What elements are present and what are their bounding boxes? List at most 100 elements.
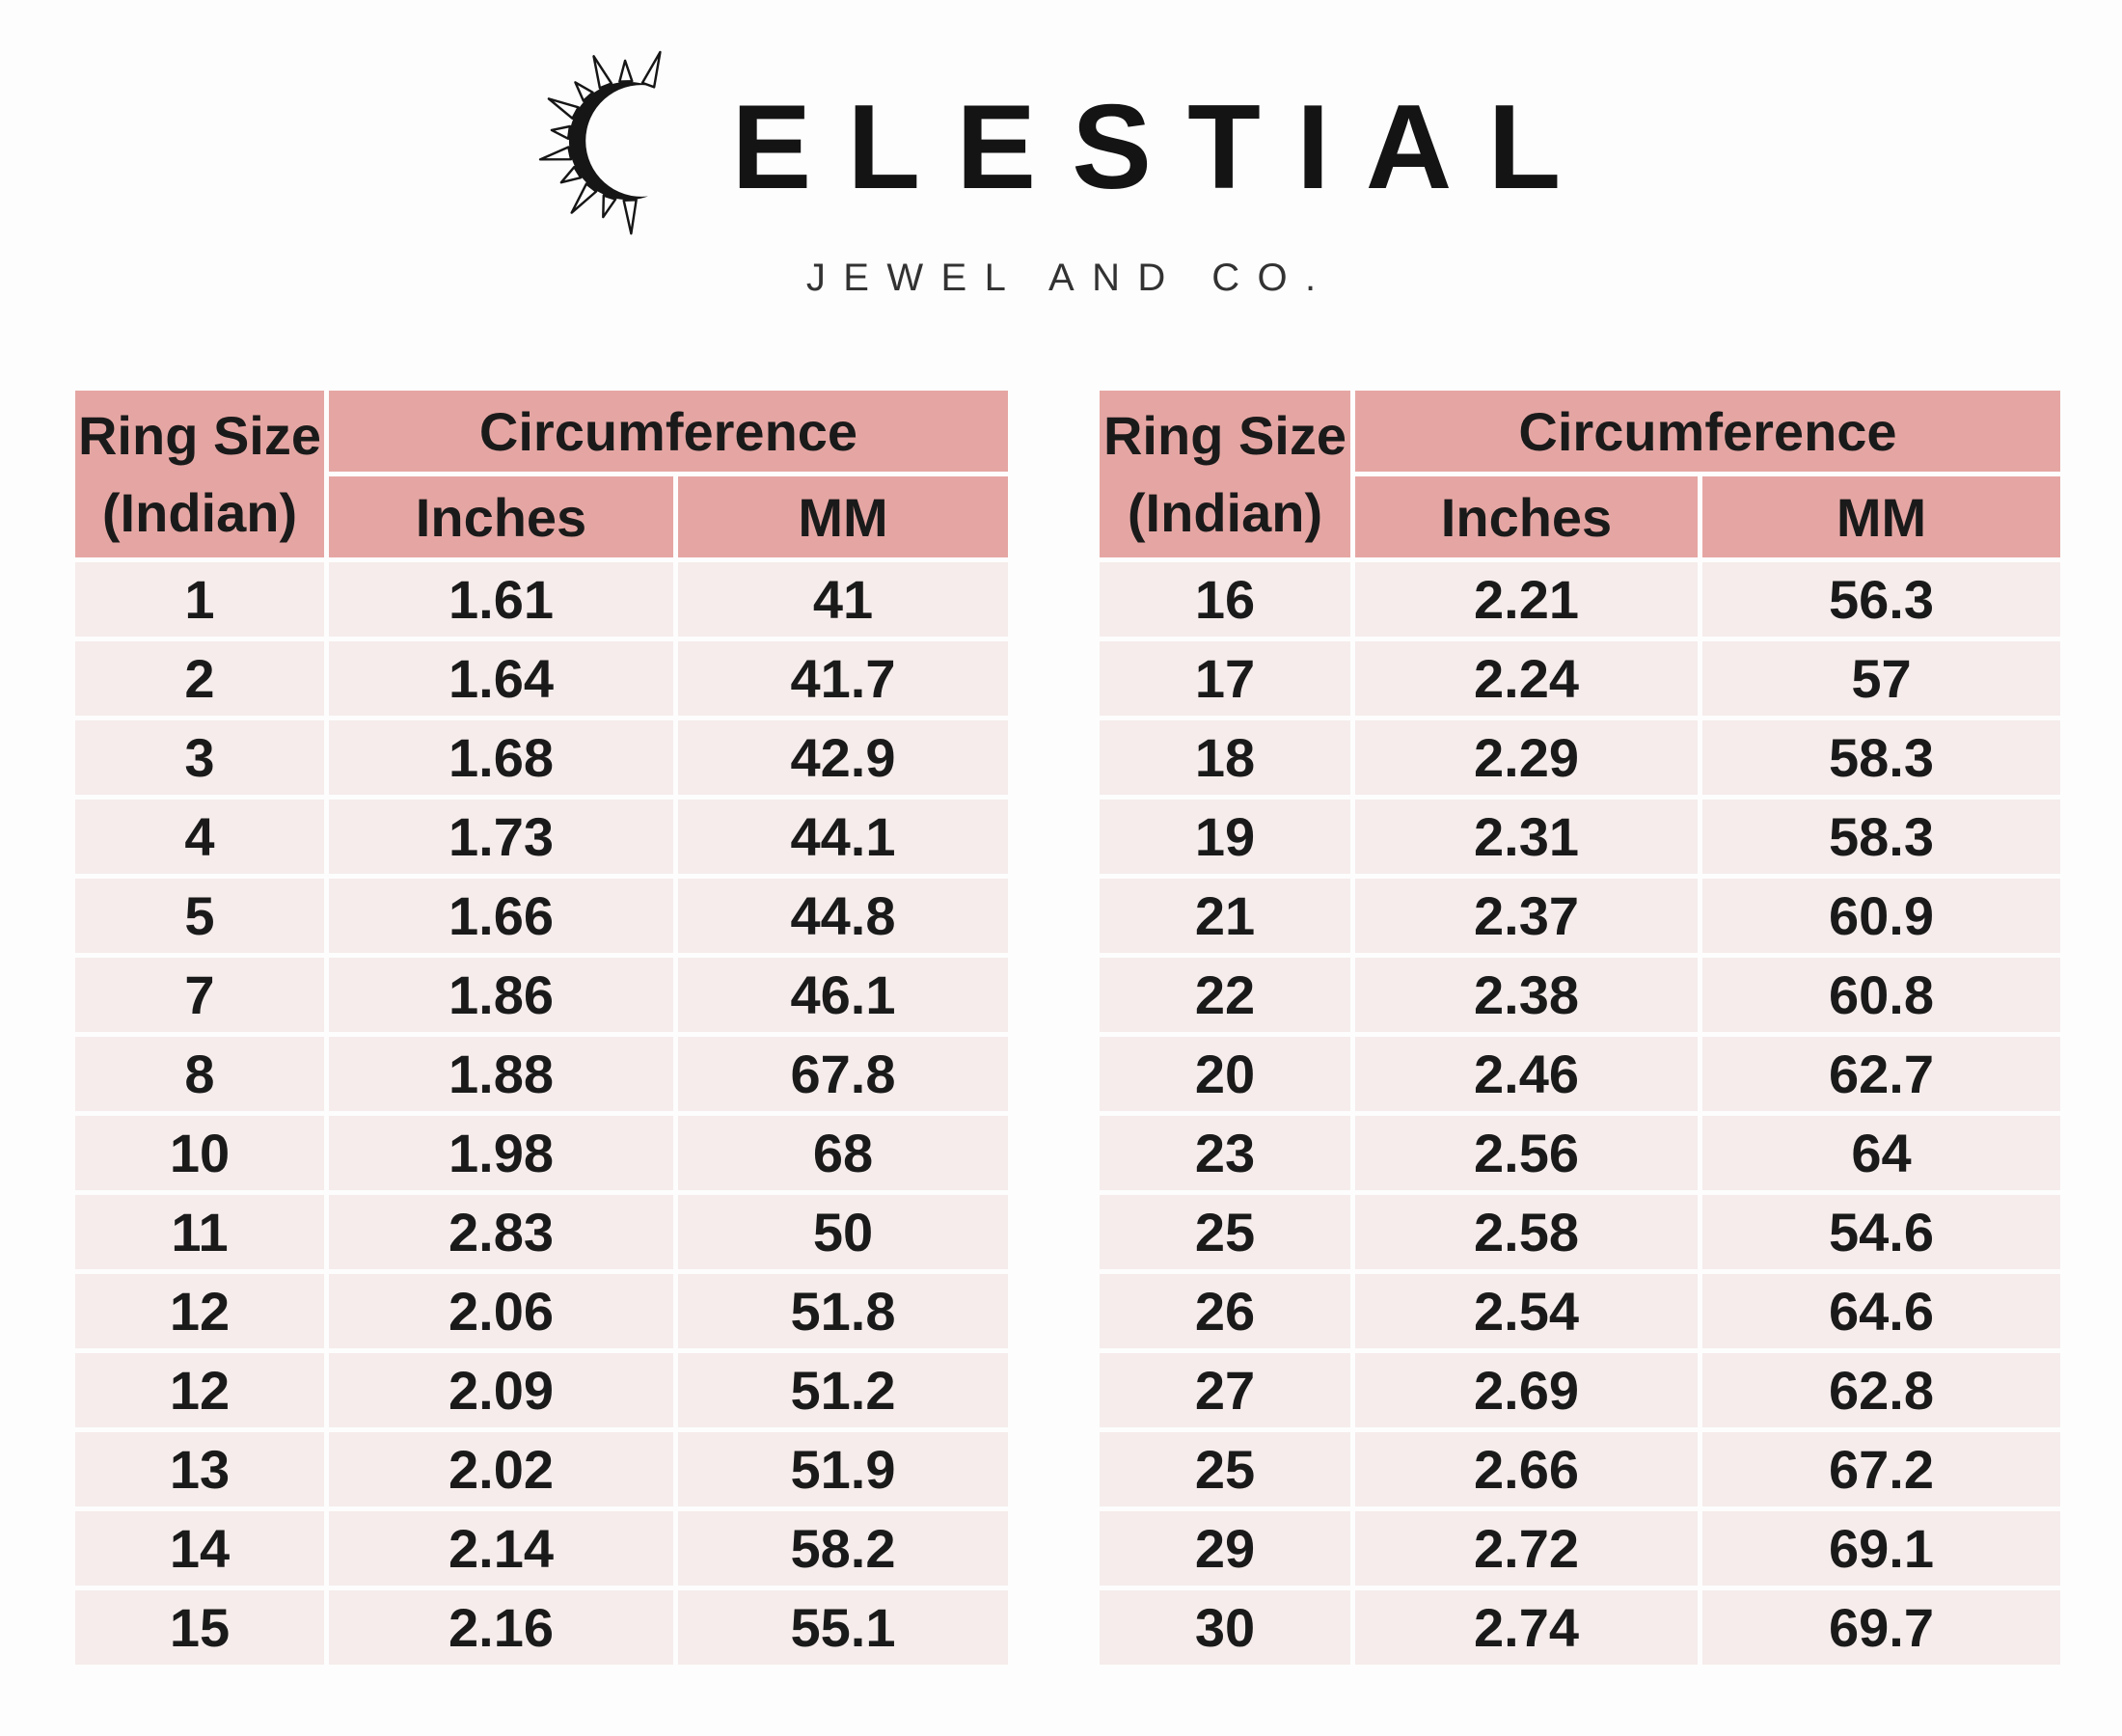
table-cell: 16: [1100, 562, 1350, 637]
table-cell: 21: [1100, 879, 1350, 953]
brand-logo: ELESTIAL JEWEL AND CO.: [0, 0, 2122, 300]
table-cell: 2.02: [329, 1432, 673, 1506]
table-cell: 2.74: [1355, 1590, 1698, 1665]
table-cell: 41: [678, 562, 1008, 637]
table-cell: 41.7: [678, 641, 1008, 716]
table-cell: 62.7: [1702, 1037, 2060, 1111]
table-cell: 51.8: [678, 1274, 1008, 1348]
table-cell: 57: [1702, 641, 2060, 716]
table-cell: 15: [75, 1590, 324, 1665]
table-cell: 5: [75, 879, 324, 953]
table-cell: 18: [1100, 720, 1350, 795]
table-cell: 2.14: [329, 1511, 673, 1586]
header-ring-size-line2: (Indian): [101, 482, 298, 544]
table-cell: 2.56: [1355, 1116, 1698, 1190]
table-cell: 12: [75, 1353, 324, 1427]
table-cell: 1.68: [329, 720, 673, 795]
table-cell: 11: [75, 1195, 324, 1269]
table-cell: 1.73: [329, 800, 673, 874]
crescent-moon-sun-rays-icon: [538, 50, 662, 235]
table-cell: 55.1: [678, 1590, 1008, 1665]
table-cell: 2.38: [1355, 958, 1698, 1032]
table-cell: 26: [1100, 1274, 1350, 1348]
table-cell: 20: [1100, 1037, 1350, 1111]
ring-size-table-right: Ring Size (Indian) Circumference Inches …: [1100, 391, 2060, 1665]
table-cell: 22: [1100, 958, 1350, 1032]
table-cell: 51.2: [678, 1353, 1008, 1427]
table-cell: 64: [1702, 1116, 2060, 1190]
table-cell: 27: [1100, 1353, 1350, 1427]
brand-wordmark: ELESTIAL: [731, 81, 1597, 214]
table-cell: 30: [1100, 1590, 1350, 1665]
table-cell: 2.21: [1355, 562, 1698, 637]
table-cell: 2.06: [329, 1274, 673, 1348]
table-cell: 1.88: [329, 1037, 673, 1111]
table-cell: 1.64: [329, 641, 673, 716]
header-circumference: Circumference: [329, 391, 1008, 472]
table-cell: 1.98: [329, 1116, 673, 1190]
table-cell: 14: [75, 1511, 324, 1586]
table-cell: 23: [1100, 1116, 1350, 1190]
table-cell: 2.16: [329, 1590, 673, 1665]
table-cell: 60.9: [1702, 879, 2060, 953]
table-cell: 3: [75, 720, 324, 795]
table-cell: 1.61: [329, 562, 673, 637]
header-circumference: Circumference: [1355, 391, 2060, 472]
table-cell: 2.29: [1355, 720, 1698, 795]
table-cell: 12: [75, 1274, 324, 1348]
table-cell: 19: [1100, 800, 1350, 874]
table-cell: 2.46: [1355, 1037, 1698, 1111]
header-mm: MM: [678, 476, 1008, 557]
table-cell: 13: [75, 1432, 324, 1506]
table-cell: 4: [75, 800, 324, 874]
size-tables: Ring Size (Indian) Circumference Inches …: [0, 391, 2122, 1665]
table-cell: 46.1: [678, 958, 1008, 1032]
header-mm: MM: [1702, 476, 2060, 557]
table-cell: 2.54: [1355, 1274, 1698, 1348]
table-cell: 2.83: [329, 1195, 673, 1269]
header-ring-size-line1: Ring Size: [77, 404, 322, 466]
table-cell: 54.6: [1702, 1195, 2060, 1269]
table-cell: 1.66: [329, 879, 673, 953]
header-ring-size: Ring Size (Indian): [1100, 391, 1350, 557]
table-cell: 51.9: [678, 1432, 1008, 1506]
table-cell: 58.3: [1702, 800, 2060, 874]
table-cell: 69.1: [1702, 1511, 2060, 1586]
header-inches: Inches: [1355, 476, 1698, 557]
table-cell: 29: [1100, 1511, 1350, 1586]
table-cell: 44.8: [678, 879, 1008, 953]
ring-size-table-left: Ring Size (Indian) Circumference Inches …: [75, 391, 1008, 1665]
brand-tagline: JEWEL AND CO.: [805, 257, 1334, 299]
table-cell: 2.66: [1355, 1432, 1698, 1506]
table-cell: 8: [75, 1037, 324, 1111]
brand-wordmark-row: ELESTIAL: [526, 39, 1597, 243]
table-cell: 2.69: [1355, 1353, 1698, 1427]
table-cell: 2.58: [1355, 1195, 1698, 1269]
table-cell: 2: [75, 641, 324, 716]
table-cell: 56.3: [1702, 562, 2060, 637]
header-ring-size-line2: (Indian): [1127, 482, 1323, 544]
table-cell: 58.3: [1702, 720, 2060, 795]
header-ring-size-line1: Ring Size: [1102, 404, 1347, 466]
table-cell: 42.9: [678, 720, 1008, 795]
table-cell: 2.31: [1355, 800, 1698, 874]
table-cell: 2.09: [329, 1353, 673, 1427]
table-cell: 2.37: [1355, 879, 1698, 953]
table-cell: 68: [678, 1116, 1008, 1190]
table-cell: 67.2: [1702, 1432, 2060, 1506]
table-cell: 64.6: [1702, 1274, 2060, 1348]
table-cell: 67.8: [678, 1037, 1008, 1111]
table-cell: 2.24: [1355, 641, 1698, 716]
table-cell: 2.72: [1355, 1511, 1698, 1586]
table-cell: 7: [75, 958, 324, 1032]
table-cell: 44.1: [678, 800, 1008, 874]
table-cell: 58.2: [678, 1511, 1008, 1586]
table-cell: 17: [1100, 641, 1350, 716]
table-cell: 1.86: [329, 958, 673, 1032]
table-cell: 25: [1100, 1432, 1350, 1506]
table-cell: 69.7: [1702, 1590, 2060, 1665]
table-cell: 1: [75, 562, 324, 637]
header-inches: Inches: [329, 476, 673, 557]
table-cell: 60.8: [1702, 958, 2060, 1032]
